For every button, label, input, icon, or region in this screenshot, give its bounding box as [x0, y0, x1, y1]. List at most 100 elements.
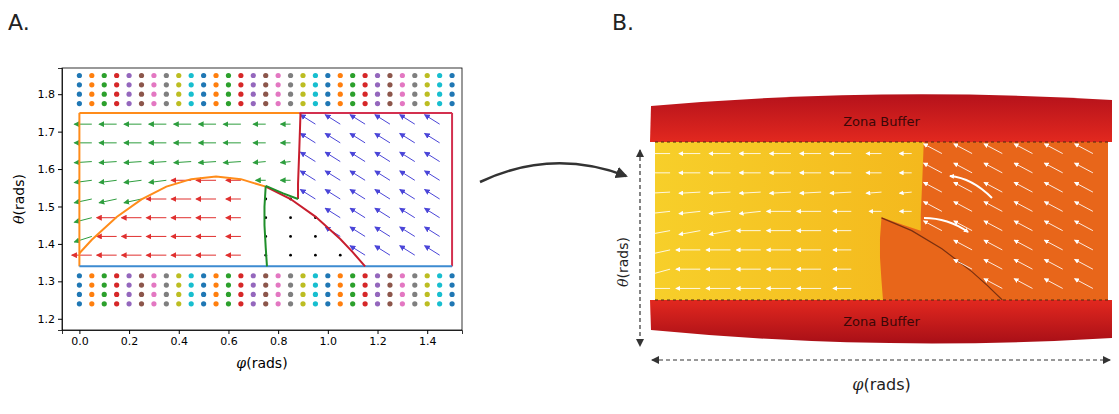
grid-dot [449, 273, 454, 278]
grid-dot [350, 273, 355, 278]
vector-arrow [350, 171, 365, 180]
surface-arrow [984, 144, 1002, 154]
grid-dot [437, 301, 442, 306]
surface-arrow [740, 153, 761, 154]
vector-arrow [301, 171, 316, 180]
tick: 1.2 [369, 330, 387, 348]
vector-arrow [99, 162, 116, 163]
grid-dot [126, 301, 131, 306]
grid-dot [263, 92, 268, 97]
surface-arrow [984, 221, 1002, 231]
vector-arrow [400, 134, 415, 143]
label-unit: (rads) [615, 237, 631, 278]
surface-arrow [1045, 221, 1063, 231]
grid-dot [89, 82, 94, 87]
surface-arrow [1075, 182, 1093, 192]
grid-dot [387, 82, 392, 87]
surface-arrow [954, 182, 972, 192]
grid-dot [151, 273, 156, 278]
surface-arrow [655, 231, 670, 235]
grid-dot [387, 301, 392, 306]
grid-dot [375, 273, 380, 278]
grid-dot [363, 301, 368, 306]
vector-arrow [256, 180, 266, 181]
vector-arrow [226, 217, 241, 218]
vector-arrow [400, 171, 415, 180]
surface-arrow [866, 153, 881, 154]
vector-arrow [350, 227, 365, 236]
region-yellow [655, 142, 1108, 300]
grid-dot [126, 92, 131, 97]
surface-arrow [1075, 163, 1093, 173]
tick-mark [58, 206, 62, 207]
grid-dot [288, 292, 293, 297]
b-y-title: θ(rads) [615, 237, 631, 287]
surface-arrow [679, 231, 700, 235]
tick: 0.0 [71, 330, 89, 348]
vector-arrow [199, 142, 216, 143]
vector-arrow [281, 142, 291, 143]
surface-arrow [1045, 182, 1063, 192]
surface-arrow [900, 172, 912, 173]
grid-dot [189, 301, 194, 306]
grid-dot [263, 282, 268, 287]
plot-frame [62, 68, 462, 330]
grid-dot [325, 292, 330, 297]
grid-dot [251, 82, 256, 87]
grid-dot [425, 92, 430, 97]
surface-arrow [709, 172, 730, 173]
label-symbol: φ [236, 355, 246, 371]
grid-dot [102, 82, 107, 87]
vector-arrow [146, 217, 166, 218]
grid-dot [201, 92, 206, 97]
grid-dot [425, 282, 430, 287]
vector-arrow [226, 236, 241, 237]
grid-dot [164, 292, 169, 297]
grid-dot [77, 92, 82, 97]
tick-label: 1.7 [38, 126, 56, 139]
grid-dot [201, 73, 206, 78]
grid-dot [114, 101, 119, 106]
vector-arrow [149, 180, 166, 182]
vector-arrow [171, 236, 191, 237]
grid-dot [226, 301, 231, 306]
grid-dot [77, 273, 82, 278]
grid-dot [102, 301, 107, 306]
surface-arrow [833, 230, 851, 231]
vector-arrow [400, 152, 415, 161]
grid-dot [102, 282, 107, 287]
grid-dot [412, 73, 417, 78]
vector-arrow [325, 171, 340, 180]
grid-dot [114, 282, 119, 287]
x-axis: 0.00.20.40.60.81.01.21.4 [63, 330, 463, 348]
grid-dot [350, 292, 355, 297]
grid-dot [313, 101, 318, 106]
vector-arrow [149, 124, 166, 125]
grid-dot [400, 82, 405, 87]
grid-dot [164, 82, 169, 87]
vector-arrow [196, 180, 216, 181]
axis-line [58, 69, 63, 331]
grid-dot [89, 101, 94, 106]
grid-dot [288, 82, 293, 87]
grid-dot [213, 82, 218, 87]
vector-arrow [174, 162, 191, 163]
surface-arrow [1045, 144, 1063, 154]
vector-arrow [122, 217, 142, 218]
vector-arrow [99, 124, 116, 125]
vector-arrow [171, 199, 191, 200]
buffer-band-top [650, 94, 1112, 142]
grid-dot [89, 73, 94, 78]
vector-arrow [425, 134, 440, 143]
grid-dot [363, 73, 368, 78]
vector-arrow [174, 142, 191, 143]
vector-arrow [74, 142, 91, 143]
grid-dot [238, 101, 243, 106]
grid-dot [350, 92, 355, 97]
grid-dot [425, 301, 430, 306]
surface-arrow [800, 192, 821, 193]
grid-dot [338, 273, 343, 278]
surface-arrow [655, 192, 670, 193]
grid-dot [276, 301, 281, 306]
grid-dot [288, 92, 293, 97]
